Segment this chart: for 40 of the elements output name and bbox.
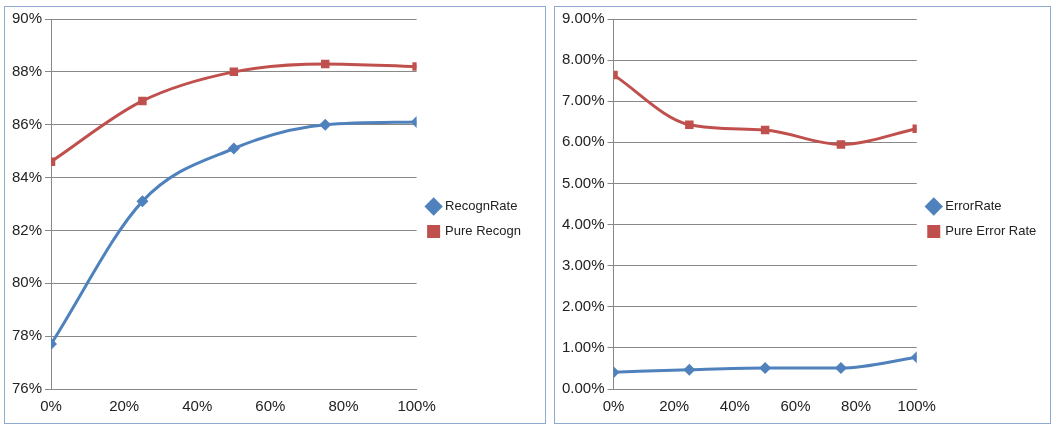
x-tick-label: 0% (40, 397, 62, 415)
y-tick-label: 4.00% (561, 214, 605, 232)
point (138, 96, 147, 106)
y-tick-label: 3.00% (561, 255, 605, 273)
point (319, 118, 332, 131)
x-tick-label: 80% (841, 397, 872, 415)
legend-label: Pure Error Rate (945, 223, 1037, 239)
point (227, 142, 240, 155)
y-tick-label: 88% (11, 62, 43, 79)
point (685, 120, 694, 129)
y-tick-label: 76% (11, 379, 43, 397)
y-tick-label: 5.00% (561, 173, 605, 191)
legend-label: Pure Recogn (445, 223, 522, 239)
y-tick-label: 78% (11, 326, 43, 344)
x-tick-label: 40% (182, 397, 213, 415)
y-tick-label: 7.00% (561, 91, 605, 109)
y-tick-label: 6.00% (561, 132, 605, 150)
y-tick-label: 2.00% (561, 296, 605, 314)
point (836, 140, 846, 149)
y-tick-label: 1.00% (561, 338, 605, 356)
x-tick-label: 20% (659, 397, 690, 415)
x-tick-label: 60% (780, 397, 811, 415)
x-tick-label: 100% (397, 397, 436, 415)
x-tick-label: 80% (328, 397, 359, 415)
y-tick-label: 9.00% (561, 9, 605, 27)
y-tick-label: 90% (11, 9, 43, 27)
y-tick-label: 80% (11, 273, 43, 291)
x-tick-label: 20% (109, 397, 140, 415)
legend-label: RecognRate (445, 198, 518, 214)
y-tick-label: 86% (11, 114, 43, 132)
y-tick-label: 0.00% (561, 379, 605, 397)
x-tick-label: 60% (255, 397, 286, 415)
legend-label: ErrorRate (945, 198, 1002, 214)
y-tick-label: 82% (11, 220, 43, 238)
x-tick-label: 100% (897, 397, 936, 415)
x-tick-label: 40% (719, 397, 750, 415)
y-tick-label: 84% (11, 167, 43, 185)
point (136, 195, 149, 208)
x-tick-label: 0% (602, 397, 625, 415)
y-tick-label: 8.00% (561, 50, 605, 68)
